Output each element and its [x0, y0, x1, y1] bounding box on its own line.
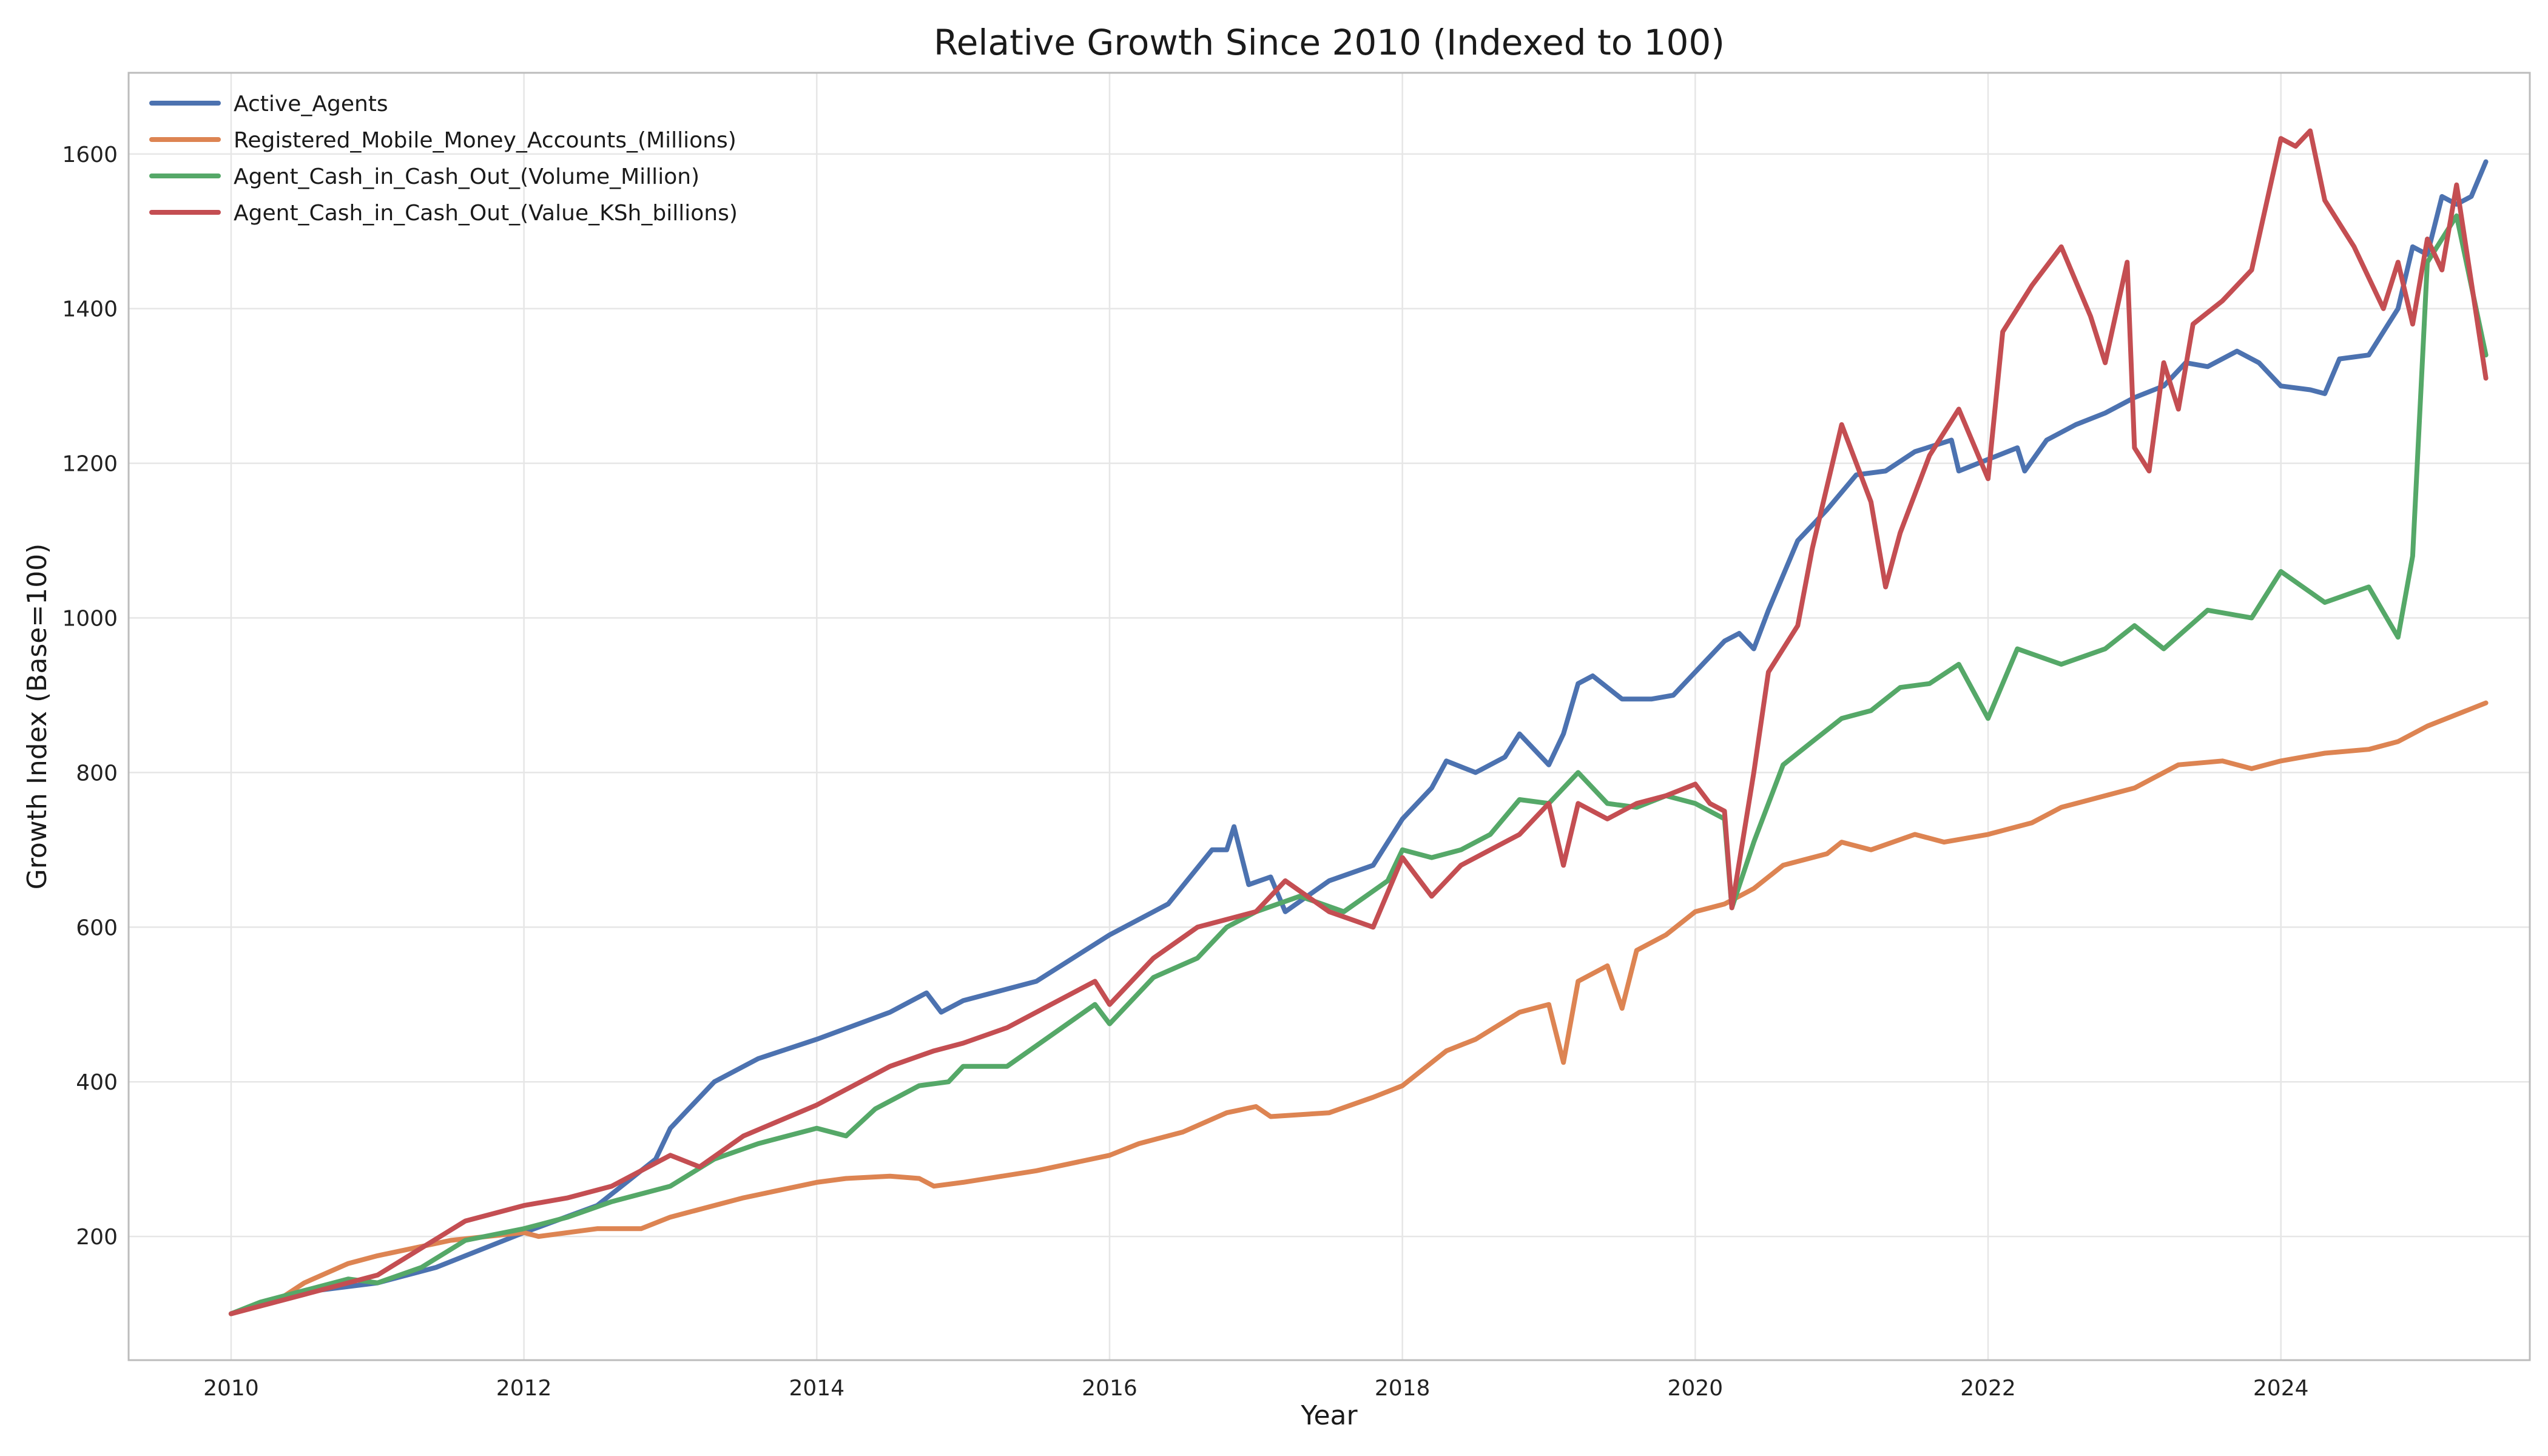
x-tick-label: 2020 — [1668, 1376, 1724, 1401]
y-tick-label: 600 — [76, 915, 118, 940]
chart-title: Relative Growth Since 2010 (Indexed to 1… — [934, 22, 1725, 63]
x-tick-label: 2014 — [789, 1376, 844, 1401]
y-axis-label: Growth Index (Base=100) — [22, 544, 53, 890]
legend: Active_Agents Registered_Mobile_Money_Acc… — [149, 92, 738, 226]
x-axis-label: Year — [1300, 1400, 1358, 1431]
grid — [129, 73, 2530, 1360]
y-tick-label: 1600 — [62, 143, 118, 167]
legend-label-3: Agent_Cash_in_Cash_Out_(Volume_Million) — [234, 164, 699, 189]
x-tick-label: 2018 — [1375, 1376, 1431, 1401]
x-tick-label: 2012 — [496, 1376, 552, 1401]
x-tick-label: 2016 — [1082, 1376, 1138, 1401]
plot-frame — [127, 72, 2531, 1361]
tick-labels: 2010 2012 2014 2016 2018 2020 2022 2024 200 400 60… — [62, 143, 2308, 1401]
series-line-2 — [228, 700, 2489, 1316]
series-line-1 — [228, 159, 2489, 1316]
series-line-4 — [228, 128, 2489, 1316]
y-tick-label: 1200 — [62, 452, 118, 477]
legend-label-2: Registered_Mobile_Money_Accounts_(Millio… — [234, 128, 736, 153]
x-tick-label: 2010 — [203, 1376, 259, 1401]
y-tick-label: 1400 — [62, 297, 118, 322]
series-lines — [228, 128, 2489, 1316]
x-tick-label: 2022 — [1960, 1376, 2016, 1401]
legend-label-4: Agent_Cash_in_Cash_Out_(Value_KSh_billio… — [234, 201, 738, 226]
x-tick-label: 2024 — [2253, 1376, 2309, 1401]
y-tick-label: 200 — [76, 1225, 118, 1250]
legend-label-1: Active_Agents — [234, 92, 388, 116]
y-tick-label: 400 — [76, 1070, 118, 1095]
y-tick-label: 1000 — [62, 607, 118, 632]
y-tick-label: 800 — [76, 761, 118, 786]
